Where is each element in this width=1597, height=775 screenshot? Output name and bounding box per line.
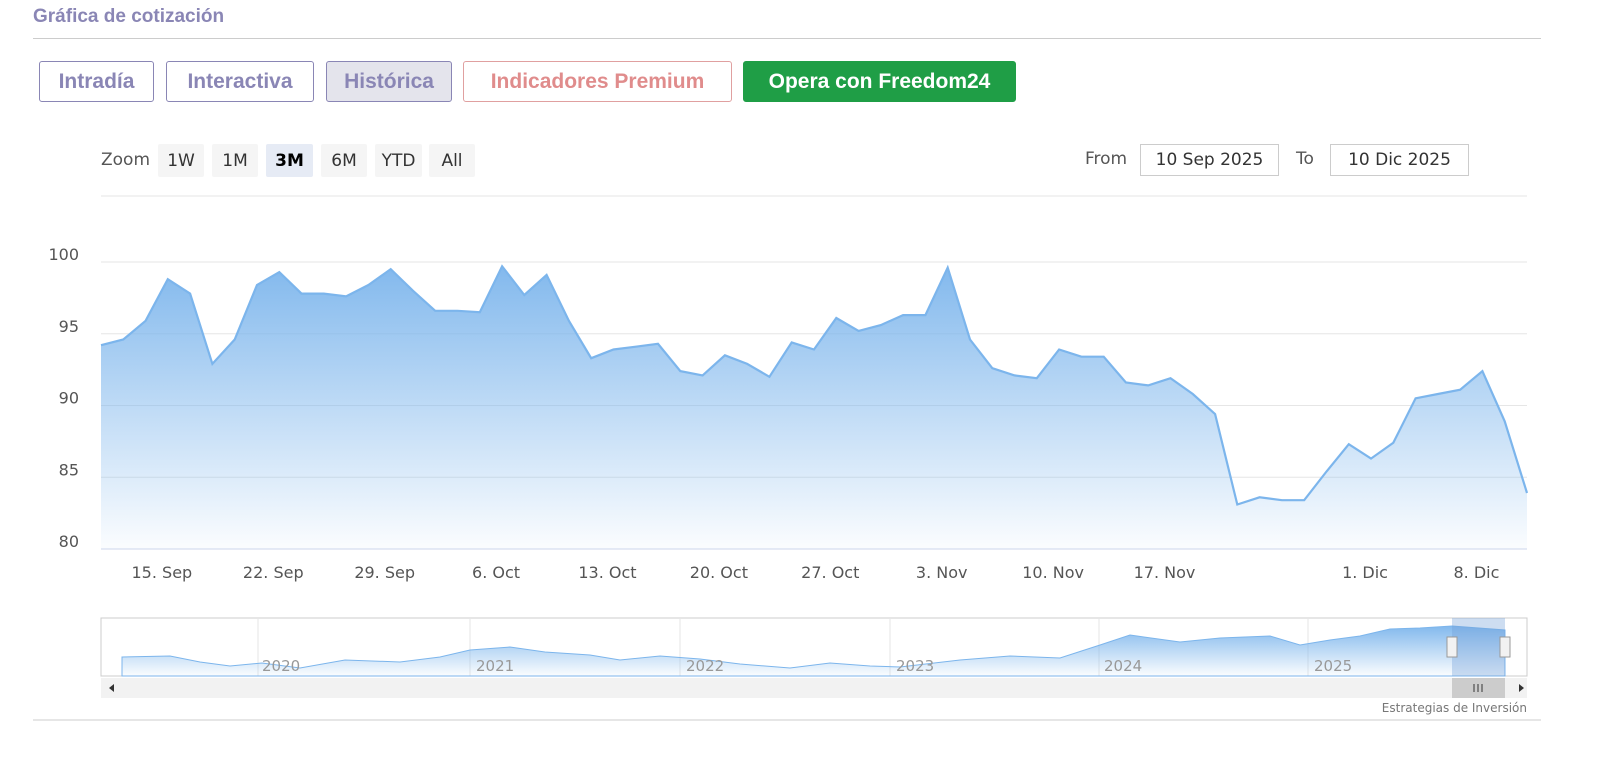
to-input[interactable]: 10 Dic 2025 [1330,144,1469,176]
navigator-series [121,625,1506,677]
x-tick-label: 3. Nov [916,563,968,582]
tab[interactable]: Histórica [326,61,452,102]
zoom-button[interactable]: 6M [321,144,367,177]
from-label: From [1085,149,1128,169]
y-tick-label: 90 [59,389,79,408]
tab[interactable]: Opera con Freedom24 [743,61,1016,102]
navigator-handle[interactable] [1446,636,1458,658]
navigator-year: 2024 [1104,657,1142,675]
y-tick-label: 95 [59,317,79,336]
navigator-year: 2022 [686,657,724,675]
zoom-button[interactable]: 1W [158,144,204,177]
scrollbar[interactable] [101,678,1527,698]
navigator-year: 2025 [1314,657,1352,675]
navigator-handle[interactable] [1499,636,1511,658]
tab[interactable]: Indicadores Premium [463,61,732,102]
section-title: Gráfica de cotización [33,6,225,27]
x-tick-label: 10. Nov [1022,563,1084,582]
y-tick-label: 100 [48,245,79,264]
navigator-year: 2023 [896,657,934,675]
x-tick-label: 17. Nov [1134,563,1196,582]
zoom-button[interactable]: 1M [212,144,258,177]
thumb-grip [1473,684,1483,692]
zoom-button[interactable]: 3M [266,144,313,177]
tab[interactable]: Interactiva [166,61,314,102]
x-tick-label: 6. Oct [472,563,520,582]
divider [33,38,1541,39]
navigator-year: 2020 [262,657,300,675]
tab[interactable]: Intradía [39,61,154,102]
x-tick-label: 29. Sep [354,563,415,582]
x-tick-label: 15. Sep [132,563,193,582]
line [100,264,1529,506]
zoom-label: Zoom [101,150,151,170]
to-label: To [1296,149,1314,169]
y-tick-label: 80 [59,532,79,551]
x-tick-label: 27. Oct [801,563,859,582]
navigator-year: 2021 [476,657,514,675]
from-input[interactable]: 10 Sep 2025 [1140,144,1279,176]
x-tick-label: 1. Dic [1342,563,1388,582]
x-tick-label: 8. Dic [1453,563,1499,582]
zoom-button[interactable]: YTD [375,144,422,177]
area [101,266,1527,549]
y-tick-label: 85 [59,460,79,479]
navigator-selection[interactable] [1452,618,1505,676]
zoom-button[interactable]: All [429,144,475,177]
x-tick-label: 20. Oct [690,563,748,582]
credit: Estrategias de Inversión [1382,701,1527,715]
x-tick-label: 13. Oct [578,563,636,582]
x-tick-label: 22. Sep [243,563,304,582]
